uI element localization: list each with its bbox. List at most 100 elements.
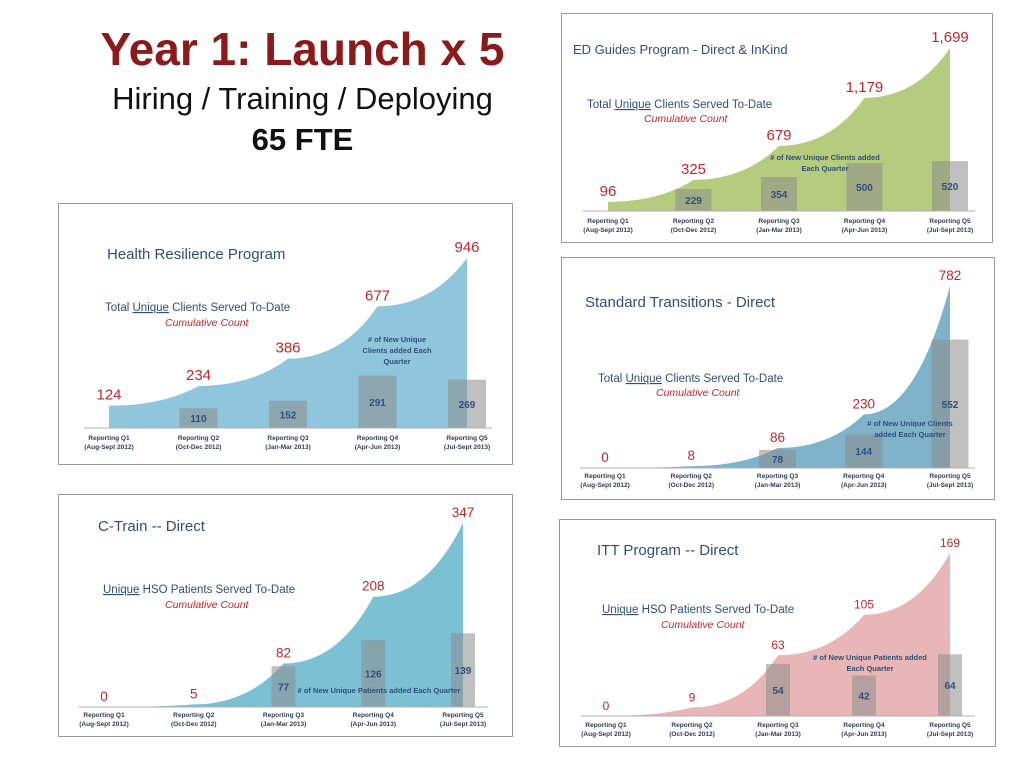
x-tick-period: (Jul-Sept 2013) xyxy=(927,731,973,738)
x-tick-period: (Jul-Sept 2013) xyxy=(444,444,490,451)
slide-title: Year 1: Launch x 5 xyxy=(100,23,505,75)
new-clients-bar xyxy=(358,375,397,428)
cumulative-label: 325 xyxy=(681,161,706,178)
x-tick-label: Reporting Q5 xyxy=(929,473,971,480)
bar-legend-label: added Each Quarter xyxy=(874,430,945,439)
chart-subtitle: Unique HSO Patients Served To-Date xyxy=(602,604,794,616)
new-clients-bar xyxy=(271,666,296,707)
cumulative-label: 1,699 xyxy=(931,29,969,46)
chart-subtitle: Total Unique Clients Served To-Date xyxy=(587,99,772,111)
new-clients-label: 229 xyxy=(685,196,702,207)
bar-legend-label: Quarter xyxy=(383,357,410,366)
chart-subtitle: Unique HSO Patients Served To-Date xyxy=(103,584,295,596)
x-tick-label: Reporting Q1 xyxy=(88,435,130,442)
x-tick-period: (Jul-Sept 2013) xyxy=(440,721,486,728)
new-clients-label: 552 xyxy=(942,400,959,411)
new-clients-label: 42 xyxy=(858,692,870,703)
subtitle-part: Unique xyxy=(602,604,638,616)
chart-standard-transitions: Standard Transitions - Direct Total Uniqu… xyxy=(580,268,975,489)
new-clients-bar xyxy=(759,449,796,468)
subtitle-part: Total xyxy=(105,302,133,314)
chart-note: Cumulative Count xyxy=(656,387,741,399)
new-clients-label: 139 xyxy=(455,666,472,677)
x-tick-period: (Oct-Dec 2012) xyxy=(671,227,717,234)
cumulative-label: 5 xyxy=(190,686,198,701)
chart-note: Cumulative Count xyxy=(165,599,250,611)
bar-legend-label: # of New Unique Patients added Each Quar… xyxy=(298,686,461,695)
bar-legend-label: # of New Unique xyxy=(368,335,426,344)
x-tick-label: Reporting Q3 xyxy=(267,435,309,442)
cumulative-label: 0 xyxy=(603,699,610,713)
subtitle-part: Unique xyxy=(133,302,169,314)
chart-panel-c-train: C-Train -- Direct Unique HSO Patients Ser… xyxy=(58,494,513,737)
x-tick-label: Reporting Q1 xyxy=(585,722,627,729)
x-tick-period: (Oct-Dec 2012) xyxy=(176,444,222,451)
cumulative-label: 677 xyxy=(365,287,390,304)
new-clients-label: 64 xyxy=(944,681,956,692)
bar-legend-label: # of New Unique Clients xyxy=(867,419,952,428)
cumulative-label: 679 xyxy=(766,127,791,144)
new-clients-label: 78 xyxy=(772,455,784,466)
new-clients-label: 110 xyxy=(190,414,207,425)
new-clients-label: 152 xyxy=(280,410,297,421)
x-tick-label: Reporting Q3 xyxy=(263,712,305,719)
new-clients-bar xyxy=(451,633,475,707)
cumulative-label: 234 xyxy=(186,367,211,384)
chart-note: Cumulative Count xyxy=(165,317,250,329)
new-clients-bar xyxy=(938,654,962,716)
x-tick-label: Reporting Q5 xyxy=(929,218,971,225)
subtitle-part: Total xyxy=(587,99,615,111)
new-clients-bar xyxy=(766,663,790,716)
chart-panel-itt: ITT Program -- Direct Unique HSO Patients… xyxy=(559,519,996,747)
new-clients-label: 144 xyxy=(855,447,872,458)
new-clients-label: 54 xyxy=(772,686,784,697)
cumulative-label: 124 xyxy=(96,387,121,404)
cumulative-label: 8 xyxy=(687,448,695,463)
subtitle-part: Unique xyxy=(103,584,139,596)
subtitle-part: Clients Served To-Date xyxy=(651,99,772,111)
x-tick-period: (Oct-Dec 2012) xyxy=(668,482,714,489)
x-tick-period: (Aug-Sept 2012) xyxy=(583,227,632,234)
cumulative-label: 9 xyxy=(689,690,696,704)
x-tick-period: (Oct-Dec 2012) xyxy=(171,721,217,728)
slide-title-block: Year 1: Launch x 5 Hiring / Training / D… xyxy=(50,22,555,160)
x-tick-label: Reporting Q4 xyxy=(843,473,885,480)
chart-health-resilience: Health Resilience Program Total Unique Cl… xyxy=(84,239,492,451)
new-clients-bar xyxy=(846,163,883,211)
x-tick-period: (Jan-Mar 2013) xyxy=(755,482,801,489)
chart-note: Cumulative Count xyxy=(644,113,729,125)
x-tick-period: (Jul-Sept 2013) xyxy=(927,227,973,234)
chart-title: ITT Program -- Direct xyxy=(597,542,739,559)
chart-panel-ed-guides: ED Guides Program - Direct & InKind Total… xyxy=(561,13,993,243)
chart-title: ED Guides Program - Direct & InKind xyxy=(573,42,788,57)
x-tick-period: (Apr-Jun 2013) xyxy=(841,731,887,738)
cumulative-label: 1,179 xyxy=(846,79,884,96)
x-tick-period: (Aug-Sept 2012) xyxy=(580,482,629,489)
cumulative-label: 82 xyxy=(276,646,291,661)
x-tick-label: Reporting Q4 xyxy=(843,722,885,729)
bar-legend-label: # of New Unique Clients added xyxy=(770,153,880,162)
x-tick-period: (Apr-Jun 2013) xyxy=(350,721,396,728)
bar-legend-label: Each Quarter xyxy=(801,164,848,173)
subtitle-part: Unique xyxy=(626,373,662,385)
cumulative-label: 0 xyxy=(100,689,108,704)
fte-count: 65 FTE xyxy=(251,122,354,157)
cumulative-label: 230 xyxy=(852,396,875,411)
chart-subtitle: Total Unique Clients Served To-Date xyxy=(598,373,783,385)
x-tick-period: (Jul-Sept 2013) xyxy=(927,482,973,489)
x-tick-label: Reporting Q2 xyxy=(673,218,715,225)
subtitle-part: Total xyxy=(598,373,626,385)
cumulative-label: 946 xyxy=(454,239,479,256)
x-tick-label: Reporting Q2 xyxy=(173,712,215,719)
x-tick-label: Reporting Q1 xyxy=(83,712,125,719)
x-tick-label: Reporting Q3 xyxy=(757,722,799,729)
new-clients-bar xyxy=(179,408,218,428)
x-tick-label: Reporting Q4 xyxy=(353,712,395,719)
cumulative-label: 208 xyxy=(362,579,385,594)
new-clients-label: 269 xyxy=(459,400,476,411)
new-clients-label: 291 xyxy=(369,398,386,409)
new-clients-bar xyxy=(932,161,968,211)
cumulative-label: 63 xyxy=(771,638,785,652)
cumulative-label: 782 xyxy=(939,268,962,283)
new-clients-label: 77 xyxy=(278,683,290,694)
